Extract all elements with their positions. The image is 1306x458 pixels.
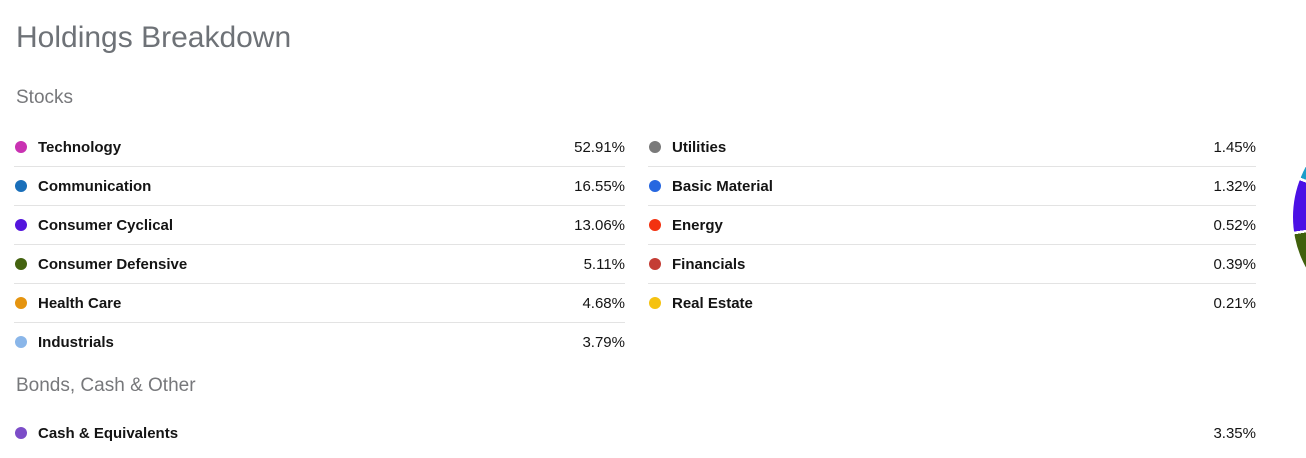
holding-row-health-care: Health Care 4.68% (14, 284, 625, 324)
legend-dot-icon (15, 219, 27, 232)
legend-dot-icon (15, 180, 27, 193)
stocks-legend-grid: Technology 52.91% Communication 16.55% C… (14, 128, 1256, 362)
holding-label: Technology (38, 138, 122, 156)
holding-label: Energy (672, 216, 723, 234)
stocks-section-heading: Stocks (16, 86, 74, 108)
holding-label: Consumer Cyclical (38, 216, 174, 234)
holding-row-cash-equivalents: Cash & Equivalents 3.35% (14, 414, 1256, 453)
bonds-section-heading: Bonds, Cash & Other (16, 375, 196, 397)
holding-label: Basic Material (672, 177, 773, 195)
stocks-legend-column-left: Technology 52.91% Communication 16.55% C… (14, 128, 625, 362)
stocks-legend-column-right: Utilities 1.45% Basic Material 1.32% Ene… (648, 128, 1256, 323)
holding-label: Consumer Defensive (38, 255, 188, 273)
holding-value: 0.39% (1213, 255, 1256, 273)
legend-dot-icon (15, 297, 27, 310)
holding-label: Industrials (38, 333, 114, 351)
holding-row-energy: Energy 0.52% (648, 206, 1256, 246)
holding-row-utilities: Utilities 1.45% (648, 128, 1256, 168)
holding-value: 1.45% (1213, 138, 1256, 156)
holding-row-financials: Financials 0.39% (648, 245, 1256, 285)
holding-value: 5.11% (583, 255, 625, 273)
holding-value: 0.21% (1213, 294, 1256, 312)
holding-label: Communication (38, 177, 152, 195)
page-title: Holdings Breakdown (16, 21, 292, 54)
holdings-pie-chart (1293, 112, 1306, 322)
holding-value: 4.68% (582, 294, 625, 312)
legend-dot-icon (649, 219, 661, 232)
legend-dot-icon (649, 297, 661, 310)
holding-value: 3.79% (582, 333, 625, 351)
legend-dot-icon (649, 180, 661, 193)
legend-dot-icon (15, 141, 27, 154)
holding-value: 16.55% (574, 177, 625, 195)
holding-row-real-estate: Real Estate 0.21% (648, 284, 1256, 323)
holding-label: Utilities (672, 138, 727, 156)
legend-dot-icon (15, 336, 27, 349)
holding-row-basic-material: Basic Material 1.32% (648, 167, 1256, 207)
holding-value: 52.91% (574, 138, 625, 156)
holding-label: Real Estate (672, 294, 753, 312)
holding-value: 1.32% (1213, 177, 1256, 195)
legend-dot-icon (15, 427, 27, 440)
holding-label: Cash & Equivalents (38, 424, 179, 442)
holding-label: Health Care (38, 294, 122, 312)
legend-dot-icon (15, 258, 27, 271)
bonds-legend-list: Cash & Equivalents 3.35% (14, 414, 1256, 453)
legend-dot-icon (649, 258, 661, 271)
holding-value: 3.35% (1213, 424, 1256, 442)
holding-label: Financials (672, 255, 746, 273)
holding-value: 0.52% (1213, 216, 1256, 234)
holding-row-technology: Technology 52.91% (14, 128, 625, 168)
holding-value: 13.06% (574, 216, 625, 234)
legend-dot-icon (649, 141, 661, 154)
holding-row-consumer-defensive: Consumer Defensive 5.11% (14, 245, 625, 285)
holding-row-industrials: Industrials 3.79% (14, 323, 625, 362)
holding-row-communication: Communication 16.55% (14, 167, 625, 207)
holding-row-consumer-cyclical: Consumer Cyclical 13.06% (14, 206, 625, 246)
